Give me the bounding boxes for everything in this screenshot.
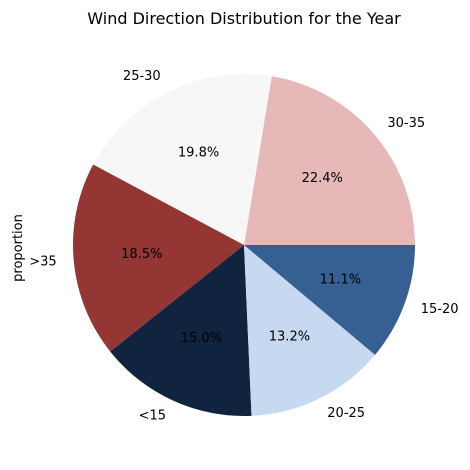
slice-percent-label: 13.2% [269,329,310,344]
slice-percent-label: 18.5% [121,247,162,262]
slice-category-label: 25-30 [123,69,161,84]
pie-slice-25-30 [93,74,272,245]
slice-percent-label: 19.8% [178,146,219,161]
pie-labels: 30-35 22.4% 25-30 19.8% >35 18.5% <15 15.0% 20-2… [29,69,458,424]
slice-category-label: <15 [139,409,166,424]
slice-category-label: 15-20 [421,302,459,317]
slice-percent-label: 15.0% [181,331,222,346]
pie-slices [73,74,415,416]
slice-category-label: 30-35 [387,116,425,131]
pie-slice-30-35 [244,76,415,245]
pie-slice-<15 [110,245,252,416]
slice-category-label: 20-25 [327,406,365,421]
slice-category-label: >35 [29,255,56,270]
slice-percent-label: 22.4% [302,171,343,186]
pie-slice->35 [73,164,244,352]
slice-percent-label: 11.1% [320,273,361,288]
y-axis-label: proportion [11,214,26,282]
pie-slice-20-25 [244,245,376,416]
chart-title: Wind Direction Distribution for the Year [87,9,401,28]
pie-slice-15-20 [244,245,415,355]
